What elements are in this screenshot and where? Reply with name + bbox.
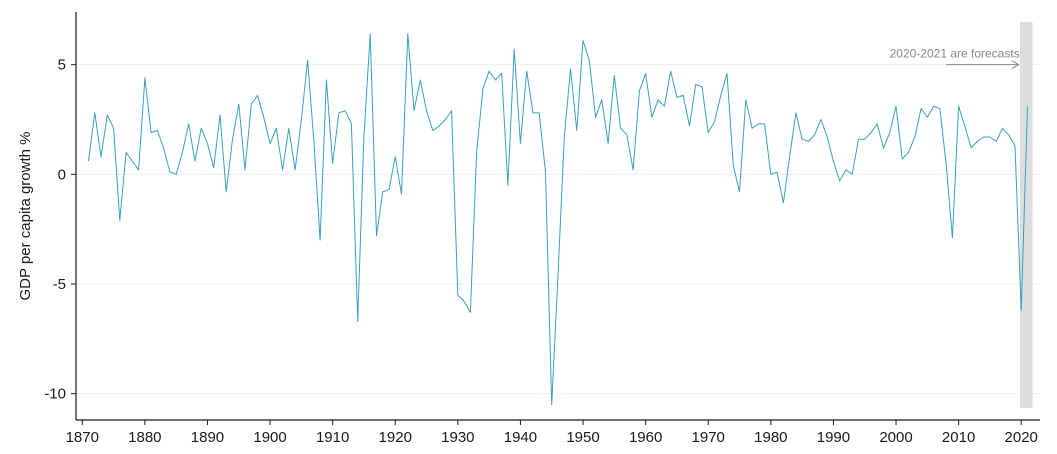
x-tick-label-5: 1920 [379,429,412,446]
x-tick-label-8: 1950 [566,429,599,446]
x-tick-label-3: 1900 [253,429,286,446]
x-tick-label-1: 1880 [128,429,161,446]
forecast-annotation: 2020-2021 are forecasts [890,47,1020,61]
x-tick-label-7: 1940 [504,429,537,446]
axes: 5 0 -5 -10 1870 1880 1890 1900 1910 1920 1930 1940 1… [44,12,1040,446]
series-line-0 [88,33,1028,406]
x-tick-label-11: 1980 [754,429,787,446]
x-tick-label-14: 2010 [942,429,975,446]
x-tick-label-6: 1930 [441,429,474,446]
x-tick-label-13: 2000 [879,429,912,446]
x-tick-label-15: 2020 [1005,429,1038,446]
y-tick-label-3: -10 [44,386,66,403]
annotation-arrow-head [1011,60,1020,70]
x-tick-label-12: 1990 [817,429,850,446]
annotation-layer: 2020-2021 are forecasts [890,47,1020,70]
x-tick-label-0: 1870 [66,429,99,446]
y-tick-label-0: 5 [58,57,66,74]
y-tick-label-2: -5 [53,276,66,293]
forecast-band [1019,22,1033,408]
series-layer [88,33,1028,406]
y-axis-title: GDP per capita growth % [17,132,34,301]
x-tick-label-2: 1890 [191,429,224,446]
y-tick-label-1: 0 [58,166,66,183]
x-tick-label-4: 1910 [316,429,349,446]
gridlines [76,64,1040,395]
x-tick-label-10: 1970 [692,429,725,446]
x-tick-label-9: 1960 [629,429,662,446]
forecast-band-layer [1019,22,1033,408]
